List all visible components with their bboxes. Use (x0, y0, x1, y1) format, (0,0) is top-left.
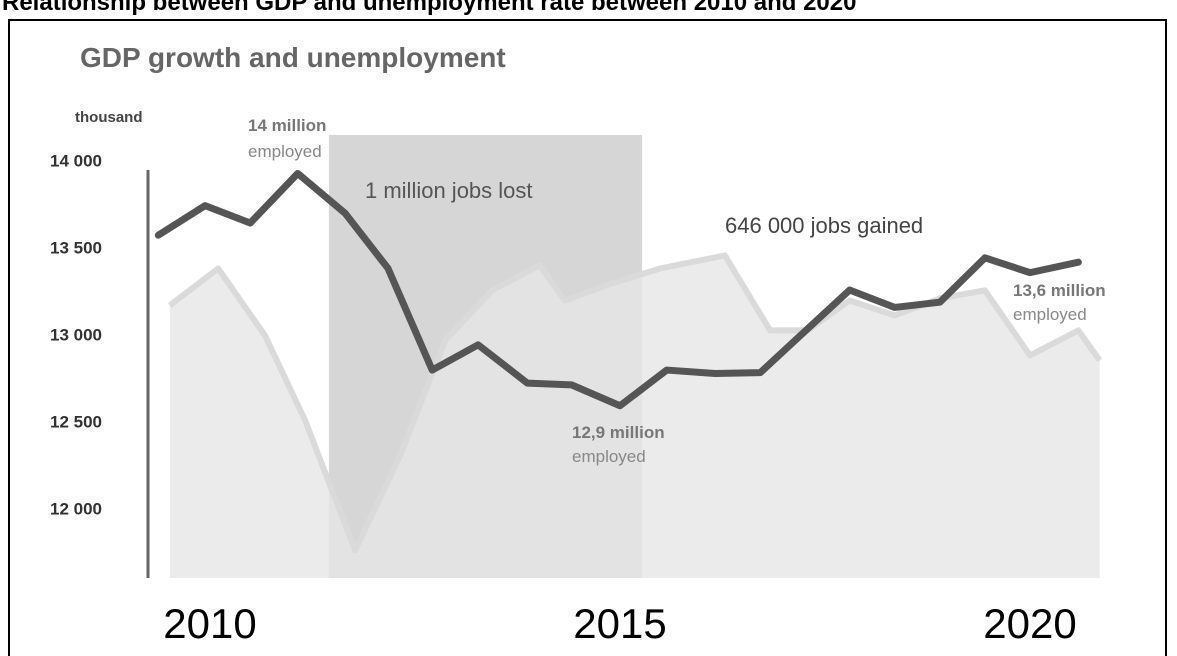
page-title: Relationship between GDP and unemploymen… (2, 0, 856, 16)
annotation: employed (248, 142, 322, 161)
x-tick-label: 2020 (983, 600, 1076, 647)
y-tick-label: 13 500 (50, 238, 102, 257)
annotation: 12,9 million (572, 423, 665, 442)
annotation: 13,6 million (1013, 281, 1106, 300)
plot: 1 million jobs lost 12 000 12 500 13 000 13 … (50, 135, 1103, 647)
line (154, 169, 1082, 410)
y-tick-label: 14 000 (50, 151, 102, 170)
region-label: 1 million jobs lost (365, 178, 533, 203)
area (169, 255, 1100, 579)
annotation: 14 million (248, 116, 326, 135)
chart-title: GDP growth and unemployment (80, 42, 506, 73)
annotation: employed (572, 447, 646, 466)
area-line (168, 252, 1103, 554)
annotation: employed (1013, 305, 1087, 324)
y-unit: thousand (75, 109, 143, 126)
y-tick-label: 12 500 (50, 412, 102, 431)
frame (8, 19, 1167, 656)
y-tick-label: 12 000 (50, 499, 102, 518)
y-tick-label: 13 000 (50, 325, 102, 344)
x-tick-label: 2010 (163, 600, 256, 647)
annotation: 646 000 jobs gained (725, 213, 923, 238)
x-tick-label: 2015 (573, 600, 666, 647)
